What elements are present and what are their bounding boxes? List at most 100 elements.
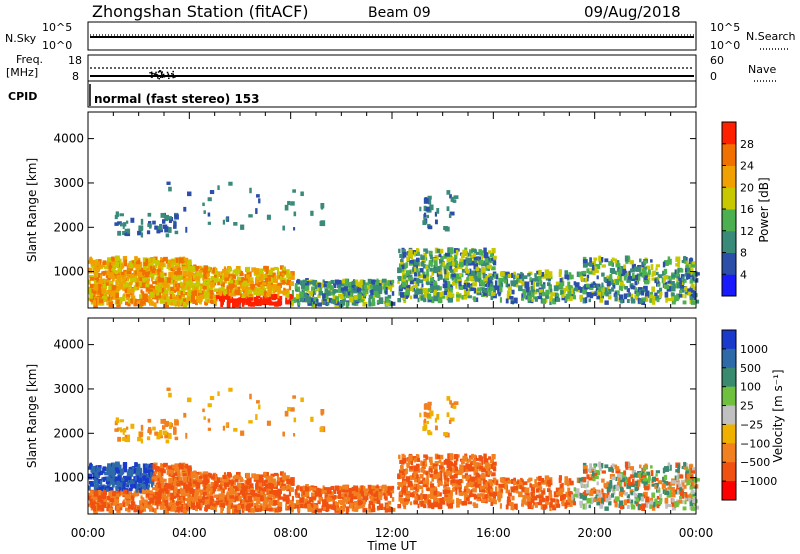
power-cell (495, 274, 499, 280)
freq-dot (172, 76, 174, 79)
power-cell (175, 283, 178, 288)
velocity-cell (175, 482, 181, 487)
power-cell (240, 297, 245, 303)
power-x-ticks (87, 112, 697, 308)
power-cell (453, 254, 458, 260)
power-cell (131, 289, 134, 294)
power-cell (96, 268, 100, 272)
power-cell (139, 281, 142, 287)
velocity-cell (408, 480, 413, 485)
power-cell (541, 284, 546, 289)
power-cell (473, 287, 477, 294)
power-cell (440, 255, 444, 260)
power-cell (614, 290, 620, 296)
power-cell (122, 256, 128, 262)
velocity-cell (136, 475, 140, 481)
power-cell (414, 272, 418, 277)
power-cell (221, 274, 225, 281)
power-cell (387, 294, 392, 299)
velocity-cell (478, 455, 482, 461)
velocity-cell (397, 474, 401, 480)
velocity-cell (568, 502, 573, 507)
power-cell (169, 263, 174, 268)
velocity-cell (330, 485, 335, 490)
power-cell (254, 269, 259, 274)
power-cell (516, 274, 521, 278)
power-cell (151, 271, 155, 276)
power-cell (291, 289, 294, 295)
power-cell (682, 276, 685, 281)
power-cell (97, 283, 102, 290)
power-cell (399, 284, 402, 289)
velocity-cell (454, 471, 458, 476)
colorbar-swatch (722, 187, 736, 210)
power-cell (633, 285, 636, 290)
velocity-cell (491, 480, 495, 484)
power-cell (630, 268, 635, 273)
power-cell (446, 206, 450, 212)
power-cell (498, 277, 502, 282)
power-cell (524, 281, 530, 288)
power-cell (422, 274, 427, 279)
power-cell (108, 285, 112, 290)
velocity-cell (428, 468, 433, 472)
velocity-cell (532, 496, 538, 501)
velocity-cell (263, 471, 267, 476)
power-cell (322, 300, 327, 304)
velocity-cell (414, 478, 418, 483)
power-cell (622, 298, 625, 304)
power-cell (589, 286, 594, 291)
velocity-cell (130, 479, 136, 486)
power-cell (692, 293, 697, 298)
velocity-cell (403, 491, 407, 496)
velocity-cell (168, 471, 171, 477)
velocity-cell (439, 498, 443, 504)
power-cell (492, 255, 497, 260)
velocity-cell (206, 472, 211, 479)
power-cell (107, 257, 112, 263)
power-cell (188, 299, 192, 304)
power-cell (516, 278, 521, 283)
velocity-cell (299, 503, 304, 508)
power-cell (424, 291, 430, 298)
velocity-cell (401, 455, 406, 459)
power-cell (600, 291, 606, 296)
velocity-cell (94, 483, 100, 489)
power-cell (422, 255, 425, 260)
velocity-cell (189, 478, 192, 484)
velocity-cell (289, 487, 294, 492)
power-cell (194, 287, 198, 292)
power-cell (228, 283, 234, 290)
velocity-cell (429, 494, 434, 500)
velocity-cell (256, 504, 261, 509)
power-cell (183, 206, 187, 212)
power-cell (626, 288, 630, 293)
power-cell (589, 262, 595, 267)
velocity-cell (477, 478, 481, 484)
power-cell (166, 181, 171, 185)
power-cell (276, 267, 280, 273)
power-cell (230, 276, 233, 280)
power-cell (88, 274, 94, 279)
power-cell (631, 277, 636, 282)
velocity-cell (135, 470, 141, 476)
power-cell (126, 273, 130, 280)
velocity-cell (411, 486, 417, 490)
power-cell (153, 302, 157, 307)
velocity-cell (244, 479, 248, 486)
velocity-cell (372, 490, 375, 494)
velocity-cell (299, 497, 304, 503)
power-cell (313, 281, 317, 285)
power-cell (538, 269, 542, 276)
power-cell (649, 294, 654, 299)
power-cell (128, 273, 132, 278)
power-cell (651, 277, 656, 281)
velocity-cell (471, 467, 476, 472)
power-cell (414, 289, 420, 295)
power-cell (329, 285, 335, 291)
velocity-cell (108, 468, 112, 474)
power-cell (93, 285, 99, 291)
velocity-cell (438, 481, 443, 486)
velocity-cell (376, 499, 381, 504)
velocity-cell (421, 463, 426, 470)
